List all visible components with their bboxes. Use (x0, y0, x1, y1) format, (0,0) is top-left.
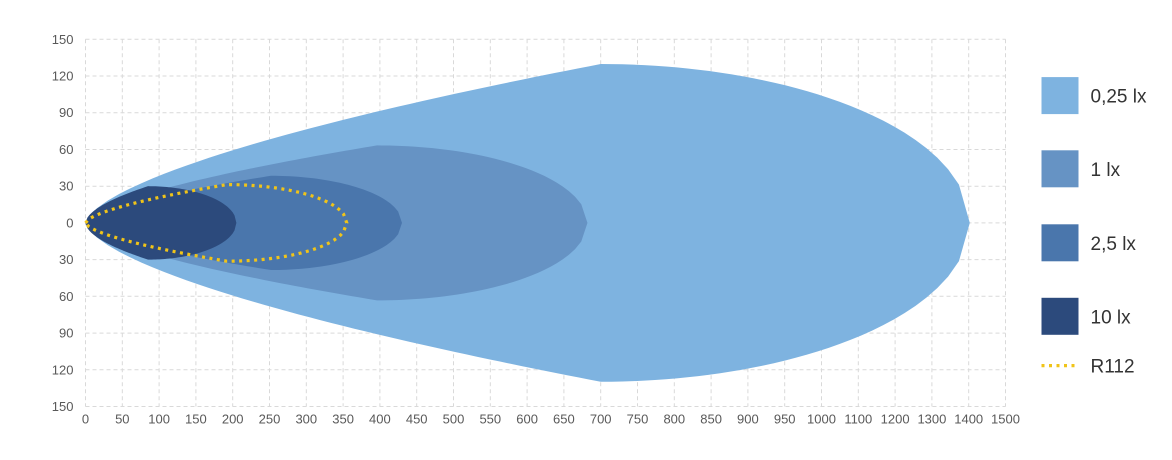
svg-text:1500: 1500 (991, 412, 1020, 427)
svg-text:950: 950 (774, 412, 796, 427)
svg-text:100: 100 (148, 412, 170, 427)
svg-text:0: 0 (66, 215, 73, 230)
svg-text:450: 450 (406, 412, 428, 427)
svg-text:1100: 1100 (844, 412, 872, 427)
svg-text:1400: 1400 (954, 412, 983, 427)
svg-text:2,5 lx: 2,5 lx (1091, 234, 1137, 255)
svg-text:R112: R112 (1091, 357, 1135, 378)
svg-text:500: 500 (443, 412, 465, 427)
svg-text:120: 120 (52, 69, 74, 84)
svg-text:550: 550 (479, 412, 501, 427)
svg-text:700: 700 (590, 412, 612, 427)
svg-text:0: 0 (82, 412, 89, 427)
svg-text:1000: 1000 (807, 412, 836, 427)
svg-text:90: 90 (59, 105, 73, 120)
svg-text:30: 30 (59, 179, 73, 194)
svg-text:1 lx: 1 lx (1091, 160, 1121, 181)
svg-text:200: 200 (222, 412, 244, 427)
svg-text:60: 60 (59, 142, 73, 157)
svg-text:1300: 1300 (917, 412, 946, 427)
svg-text:250: 250 (259, 412, 281, 427)
svg-text:1200: 1200 (881, 412, 910, 427)
svg-text:30: 30 (59, 252, 73, 267)
svg-text:600: 600 (516, 412, 538, 427)
svg-text:750: 750 (627, 412, 649, 427)
svg-text:300: 300 (295, 412, 317, 427)
svg-text:150: 150 (52, 32, 74, 47)
svg-text:350: 350 (332, 412, 354, 427)
svg-text:50: 50 (115, 412, 129, 427)
svg-text:900: 900 (737, 412, 759, 427)
svg-text:150: 150 (52, 399, 74, 414)
svg-text:120: 120 (52, 362, 74, 377)
svg-text:10 lx: 10 lx (1091, 307, 1132, 328)
svg-text:800: 800 (663, 412, 685, 427)
svg-text:60: 60 (59, 289, 73, 304)
svg-text:90: 90 (59, 326, 73, 341)
svg-text:150: 150 (185, 412, 207, 427)
svg-text:0,25 lx: 0,25 lx (1091, 87, 1147, 108)
svg-text:400: 400 (369, 412, 391, 427)
svg-text:850: 850 (700, 412, 722, 427)
svg-text:650: 650 (553, 412, 575, 427)
